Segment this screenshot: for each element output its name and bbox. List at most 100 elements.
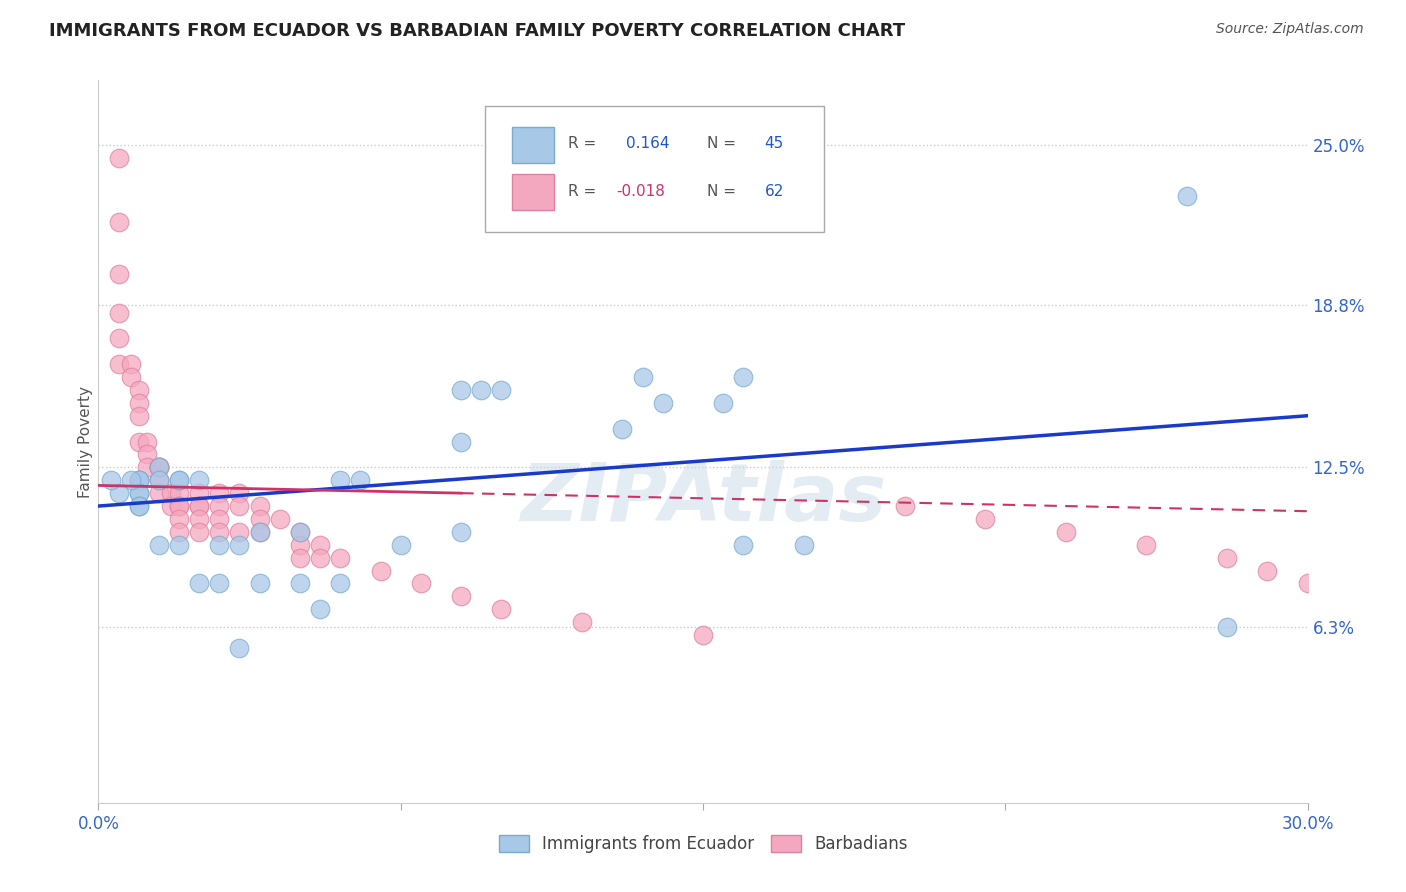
Text: Source: ZipAtlas.com: Source: ZipAtlas.com — [1216, 22, 1364, 37]
Point — [491, 602, 513, 616]
Point — [188, 576, 211, 591]
Text: -0.018: -0.018 — [616, 184, 665, 199]
Text: IMMIGRANTS FROM ECUADOR VS BARBADIAN FAMILY POVERTY CORRELATION CHART: IMMIGRANTS FROM ECUADOR VS BARBADIAN FAM… — [49, 22, 905, 40]
Point — [208, 499, 231, 513]
Point — [249, 499, 271, 513]
Point — [148, 460, 170, 475]
Point — [128, 499, 150, 513]
Point — [309, 538, 332, 552]
Point — [1216, 550, 1239, 565]
Point — [711, 396, 734, 410]
Point — [148, 486, 170, 500]
Point — [107, 151, 129, 165]
Text: 0.164: 0.164 — [626, 136, 669, 152]
Point — [228, 486, 250, 500]
Point — [128, 383, 150, 397]
Point — [288, 538, 311, 552]
Point — [1175, 189, 1198, 203]
Y-axis label: Family Poverty: Family Poverty — [77, 385, 93, 498]
Point — [651, 396, 673, 410]
Point — [491, 383, 513, 397]
Point — [188, 512, 211, 526]
Point — [120, 370, 142, 384]
Point — [228, 640, 250, 655]
Point — [107, 305, 129, 319]
Point — [793, 538, 815, 552]
FancyBboxPatch shape — [512, 174, 554, 211]
Point — [470, 383, 492, 397]
Point — [148, 473, 170, 487]
Text: 62: 62 — [765, 184, 785, 199]
Point — [1135, 538, 1157, 552]
Point — [148, 460, 170, 475]
Point — [249, 524, 271, 539]
Point — [1256, 564, 1278, 578]
Point — [450, 590, 472, 604]
Point — [733, 538, 755, 552]
Point — [188, 486, 211, 500]
Text: ZIPAtlas: ZIPAtlas — [520, 460, 886, 539]
Point — [128, 486, 150, 500]
Point — [188, 499, 211, 513]
Point — [128, 473, 150, 487]
FancyBboxPatch shape — [485, 105, 824, 232]
Point — [288, 524, 311, 539]
Point — [135, 434, 157, 449]
Point — [148, 473, 170, 487]
Text: R =: R = — [568, 136, 596, 152]
Point — [370, 564, 392, 578]
Point — [167, 473, 190, 487]
Point — [249, 512, 271, 526]
Point — [228, 524, 250, 539]
Point — [128, 473, 150, 487]
Point — [329, 550, 352, 565]
Point — [612, 422, 634, 436]
Point — [309, 602, 332, 616]
Point — [128, 486, 150, 500]
Point — [450, 383, 472, 397]
Point — [329, 473, 352, 487]
Text: 45: 45 — [765, 136, 785, 152]
Point — [288, 550, 311, 565]
Point — [160, 486, 183, 500]
Point — [128, 473, 150, 487]
Point — [107, 331, 129, 345]
Point — [208, 486, 231, 500]
Point — [228, 499, 250, 513]
Point — [120, 357, 142, 371]
Point — [128, 396, 150, 410]
Point — [631, 370, 654, 384]
Point — [208, 576, 231, 591]
Legend: Immigrants from Ecuador, Barbadians: Immigrants from Ecuador, Barbadians — [492, 828, 914, 860]
Text: N =: N = — [707, 184, 735, 199]
Point — [148, 460, 170, 475]
Point — [167, 499, 190, 513]
Point — [288, 576, 311, 591]
Point — [160, 499, 183, 513]
Point — [692, 628, 714, 642]
Point — [100, 473, 122, 487]
Point — [389, 538, 412, 552]
Point — [733, 370, 755, 384]
Point — [107, 486, 129, 500]
Point — [249, 524, 271, 539]
Point — [349, 473, 371, 487]
Point — [167, 524, 190, 539]
Point — [167, 473, 190, 487]
Point — [329, 576, 352, 591]
Point — [249, 576, 271, 591]
Point — [107, 357, 129, 371]
FancyBboxPatch shape — [512, 128, 554, 163]
Point — [269, 512, 291, 526]
Point — [167, 538, 190, 552]
Point — [208, 538, 231, 552]
Point — [148, 460, 170, 475]
Point — [148, 538, 170, 552]
Point — [128, 499, 150, 513]
Text: R =: R = — [568, 184, 596, 199]
Point — [107, 215, 129, 229]
Point — [1054, 524, 1077, 539]
Point — [571, 615, 593, 630]
Point — [288, 524, 311, 539]
Point — [450, 434, 472, 449]
